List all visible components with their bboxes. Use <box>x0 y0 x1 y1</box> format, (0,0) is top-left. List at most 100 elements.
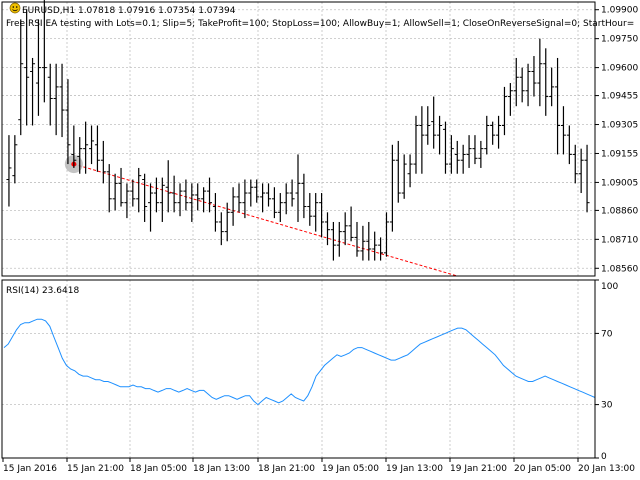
candle <box>207 177 213 213</box>
candle <box>130 179 136 207</box>
rsi-panel-frame <box>1 279 596 459</box>
candle <box>507 83 513 116</box>
candle <box>136 167 142 213</box>
candle <box>484 115 490 155</box>
candle <box>212 193 218 232</box>
candle <box>383 212 389 257</box>
candle <box>18 19 24 136</box>
candle <box>242 179 248 219</box>
time-axis-label: 20 Jan 13:00 <box>578 464 635 474</box>
rsi-axis-label: 30 <box>601 401 613 411</box>
candle <box>47 63 53 126</box>
candle <box>496 115 502 149</box>
candle <box>159 177 165 222</box>
candle <box>289 179 295 207</box>
candle <box>537 38 543 107</box>
candle <box>401 154 407 199</box>
candle <box>24 9 30 126</box>
candle <box>59 63 65 138</box>
time-axis-label: 18 Jan 21:00 <box>258 464 315 474</box>
candle <box>218 212 224 246</box>
candle <box>378 237 384 261</box>
time-axis-label: 20 Jan 05:00 <box>514 464 571 474</box>
candle <box>324 212 330 246</box>
candle <box>77 137 83 174</box>
rsi-axis-label: 0 <box>601 452 607 462</box>
price-axis-label: 1.09005 <box>601 178 638 188</box>
candle <box>153 177 159 213</box>
candle <box>437 115 443 155</box>
candle <box>295 154 301 222</box>
candle <box>94 125 100 172</box>
candle <box>271 187 277 219</box>
candle <box>549 67 555 107</box>
candle <box>230 187 236 226</box>
candle <box>266 183 272 207</box>
candle <box>35 19 41 116</box>
candle <box>65 79 71 165</box>
candle <box>555 57 561 155</box>
price-panel-frame <box>1 1 596 277</box>
candle <box>319 193 325 238</box>
candle <box>248 179 254 207</box>
price-axis-label: 1.08860 <box>601 206 638 216</box>
candles <box>6 0 590 261</box>
candle <box>254 179 260 203</box>
price-axis-label: 1.09900 <box>601 6 638 16</box>
candle <box>448 135 454 174</box>
candle <box>89 125 95 165</box>
candle <box>501 86 507 136</box>
price-axis-label: 1.09155 <box>601 149 638 159</box>
candle <box>148 183 154 232</box>
candle <box>584 144 590 213</box>
price-axis-label: 1.09750 <box>601 35 638 45</box>
candle <box>100 140 106 184</box>
candle <box>472 135 478 165</box>
symbol-info-line: EURUSD,H1 1.07818 1.07916 1.07354 1.0739… <box>22 6 236 16</box>
candle <box>30 57 36 126</box>
candle <box>165 160 171 213</box>
rsi-axis-label: 100 <box>601 282 618 292</box>
candle <box>560 106 566 155</box>
time-axis-label: 19 Jan 05:00 <box>322 464 379 474</box>
candle <box>413 115 419 174</box>
candle <box>83 121 89 174</box>
candle <box>490 121 496 145</box>
candle <box>431 96 437 149</box>
price-axis-label: 1.08560 <box>601 264 638 274</box>
candle <box>106 164 112 213</box>
candle <box>236 183 242 213</box>
candle <box>372 231 378 261</box>
candle <box>454 140 460 174</box>
candle <box>12 135 18 184</box>
candle <box>566 125 572 165</box>
candle <box>224 202 230 242</box>
candle <box>578 148 584 194</box>
candle <box>342 212 348 246</box>
candle <box>183 179 189 211</box>
trade-line <box>73 163 458 277</box>
rsi-layer <box>3 318 596 406</box>
candle <box>466 135 472 168</box>
candle <box>519 67 525 103</box>
time-axis-label: 19 Jan 21:00 <box>450 464 507 474</box>
time-axis-label: 19 Jan 13:00 <box>386 464 443 474</box>
price-axis-label: 1.09600 <box>601 64 638 74</box>
price-axis: 1.09900 1.09750 1.09600 1.09455 1.09305 1.091… <box>595 6 638 274</box>
candle <box>6 135 12 207</box>
rsi-axis-label: 70 <box>601 329 613 339</box>
candle <box>407 154 413 188</box>
candle <box>307 193 313 226</box>
candle <box>53 63 59 136</box>
time-axis-label: 15 Jan 21:00 <box>67 464 124 474</box>
price-axis-label: 1.08710 <box>601 235 638 245</box>
candle <box>301 173 307 219</box>
candle <box>425 106 431 145</box>
candle <box>572 144 578 184</box>
candle <box>419 106 425 174</box>
time-axis: 15 Jan 2016 15 Jan 21:00 18 Jan 05:00 18 Ja… <box>2 458 635 474</box>
candle <box>112 173 118 211</box>
candle <box>525 63 531 107</box>
candle <box>389 144 395 232</box>
